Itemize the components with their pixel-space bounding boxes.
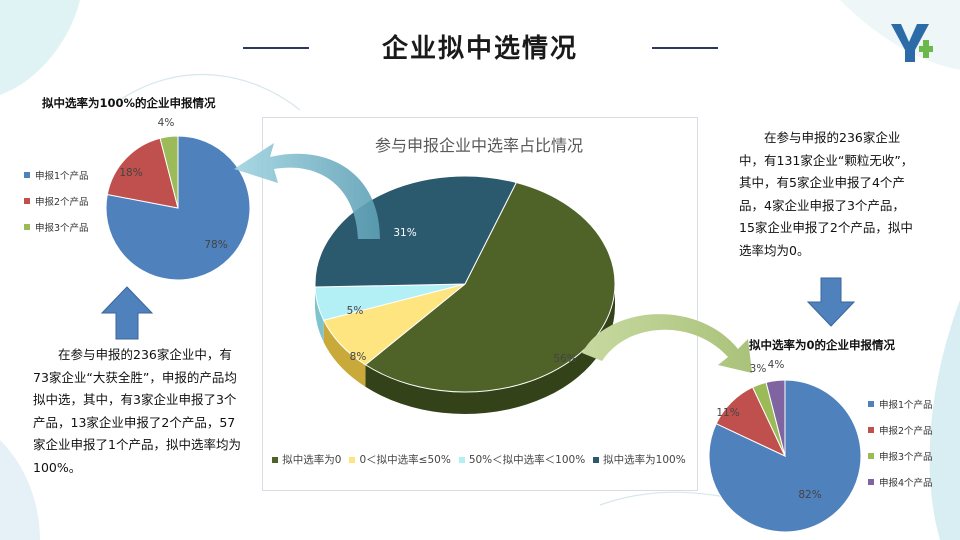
- legend-item: 申报1个产品: [868, 391, 933, 417]
- pie-slice: [106, 137, 179, 209]
- curved-arrow-icon: [234, 143, 380, 239]
- title-left-rule: [243, 47, 309, 49]
- legend-item: 申报3个产品: [24, 214, 89, 240]
- legend-item: 申报1个产品: [24, 162, 89, 188]
- pie-side: [315, 287, 324, 343]
- page-title: 企业拟中选情况: [381, 34, 578, 64]
- legend-label: 申报1个产品: [35, 171, 89, 182]
- right-paragraph: 在参与申报的236家企业中，有131家企业“颗粒无收”，其中，有5家企业申报了4…: [739, 127, 917, 262]
- legend-item: 申报2个产品: [868, 417, 933, 443]
- data-label: 11%: [716, 407, 739, 419]
- legend-label: 50%＜拟中选率＜100%: [468, 454, 586, 466]
- legend-label: 拟中选率为0: [282, 454, 342, 466]
- center-chart-legend: 拟中选率为0 0＜拟中选率≤50% 50%＜拟中选率＜100% 拟中选率为100…: [262, 452, 696, 467]
- legend-label: 申报2个产品: [879, 426, 933, 437]
- logo-icon: [891, 24, 933, 62]
- right-chart-title: 拟中选率为0的企业申报情况: [749, 338, 896, 352]
- left-paragraph: 在参与申报的236家企业中，有73家企业“大获全胜”，申报的产品均拟中选，其中，…: [33, 344, 241, 479]
- legend-label: 0＜拟中选率≤50%: [359, 454, 451, 466]
- data-label: 18%: [119, 167, 142, 179]
- data-label: 5%: [347, 305, 364, 317]
- data-label: 3%: [750, 363, 767, 375]
- legend-label: 申报3个产品: [879, 452, 933, 463]
- legend-item: 50%＜拟中选率＜100%: [458, 452, 586, 467]
- legend-item: 拟中选率为100%: [593, 452, 686, 467]
- pie-slice: [765, 379, 786, 457]
- legend-label: 申报4个产品: [879, 478, 933, 489]
- legend-swatch: [24, 172, 30, 178]
- center-chart-title: 参与申报企业中选率占比情况: [374, 136, 583, 155]
- data-label: 56%: [553, 353, 576, 365]
- left-chart-legend: 申报1个产品 申报2个产品 申报3个产品: [24, 162, 89, 240]
- legend-label: 申报3个产品: [35, 223, 89, 234]
- left-chart-title: 拟中选率为100%的企业申报情况: [42, 96, 216, 110]
- legend-item: 申报4个产品: [868, 469, 933, 495]
- right-paragraph-text: 在参与申报的236家企业中，有131家企业“颗粒无收”，其中，有5家企业申报了4…: [739, 130, 914, 258]
- data-label: 4%: [768, 359, 785, 371]
- legend-item: 0＜拟中选率≤50%: [349, 452, 451, 467]
- legend-swatch: [24, 198, 30, 204]
- right-pie-chart: 82% 11% 3% 4%: [708, 359, 862, 533]
- left-pie-chart: 78% 18% 4%: [105, 117, 251, 281]
- left-paragraph-text: 在参与申报的236家企业中，有73家企业“大获全胜”，申报的产品均拟中选，其中，…: [33, 347, 241, 475]
- legend-item: 申报2个产品: [24, 188, 89, 214]
- pie-slice: [159, 135, 179, 209]
- pie-side: [365, 284, 615, 414]
- legend-item: 申报3个产品: [868, 443, 933, 469]
- data-label: 78%: [204, 239, 227, 251]
- data-label: 82%: [798, 489, 821, 501]
- legend-item: 拟中选率为0: [272, 452, 341, 467]
- data-label: 4%: [158, 117, 175, 129]
- data-label: 31%: [393, 227, 416, 239]
- legend-label: 申报2个产品: [35, 197, 89, 208]
- legend-swatch: [24, 224, 30, 230]
- data-label: 8%: [350, 351, 367, 363]
- title-right-rule: [652, 47, 718, 49]
- legend-label: 申报1个产品: [879, 400, 933, 411]
- legend-label: 拟中选率为100%: [603, 454, 686, 466]
- right-chart-legend: 申报1个产品 申报2个产品 申报3个产品 申报4个产品: [868, 391, 933, 495]
- up-arrow-icon: [100, 286, 154, 340]
- curved-arrow-icon: [582, 314, 752, 373]
- down-arrow-icon: [806, 277, 856, 327]
